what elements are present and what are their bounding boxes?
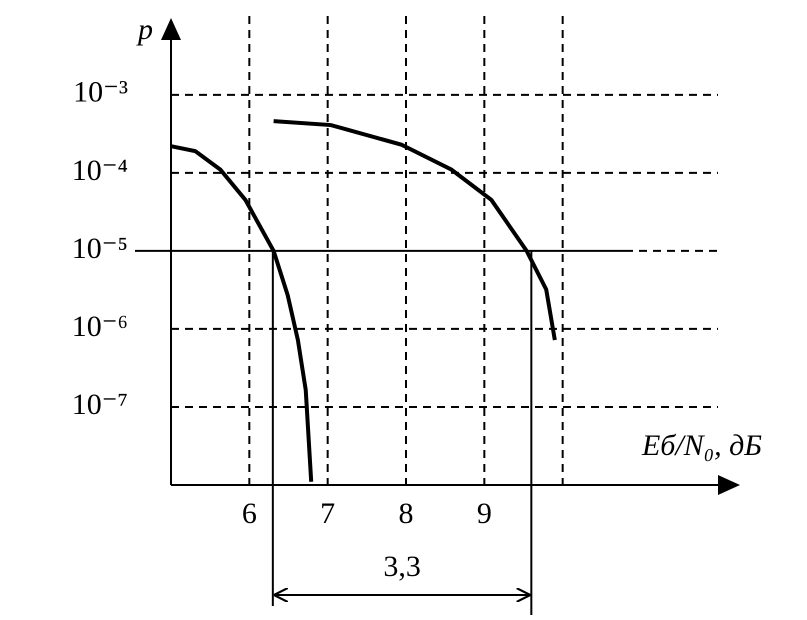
x-tick-label: 8 — [399, 497, 414, 530]
y-axis-arrow — [161, 18, 181, 40]
x-tick-label: 6 — [242, 497, 257, 530]
x-axis-label: Eб/N₀, дБ — [641, 429, 762, 462]
curve — [273, 119, 557, 341]
curve — [170, 144, 314, 482]
annotation-label: 3,3 — [383, 550, 421, 583]
x-tick-label: 9 — [477, 497, 492, 530]
x-axis-arrow — [718, 475, 740, 495]
x-tick-label: 7 — [320, 497, 335, 530]
y-tick-label: 10⁻⁷ — [72, 388, 128, 421]
y-axis-label: p — [136, 13, 153, 46]
y-tick-label: 10⁻³ — [73, 76, 128, 109]
y-tick-label: 10⁻⁶ — [72, 310, 128, 343]
y-tick-label: 10⁻⁴ — [72, 154, 128, 187]
y-tick-label: 10⁻⁵ — [72, 232, 128, 265]
